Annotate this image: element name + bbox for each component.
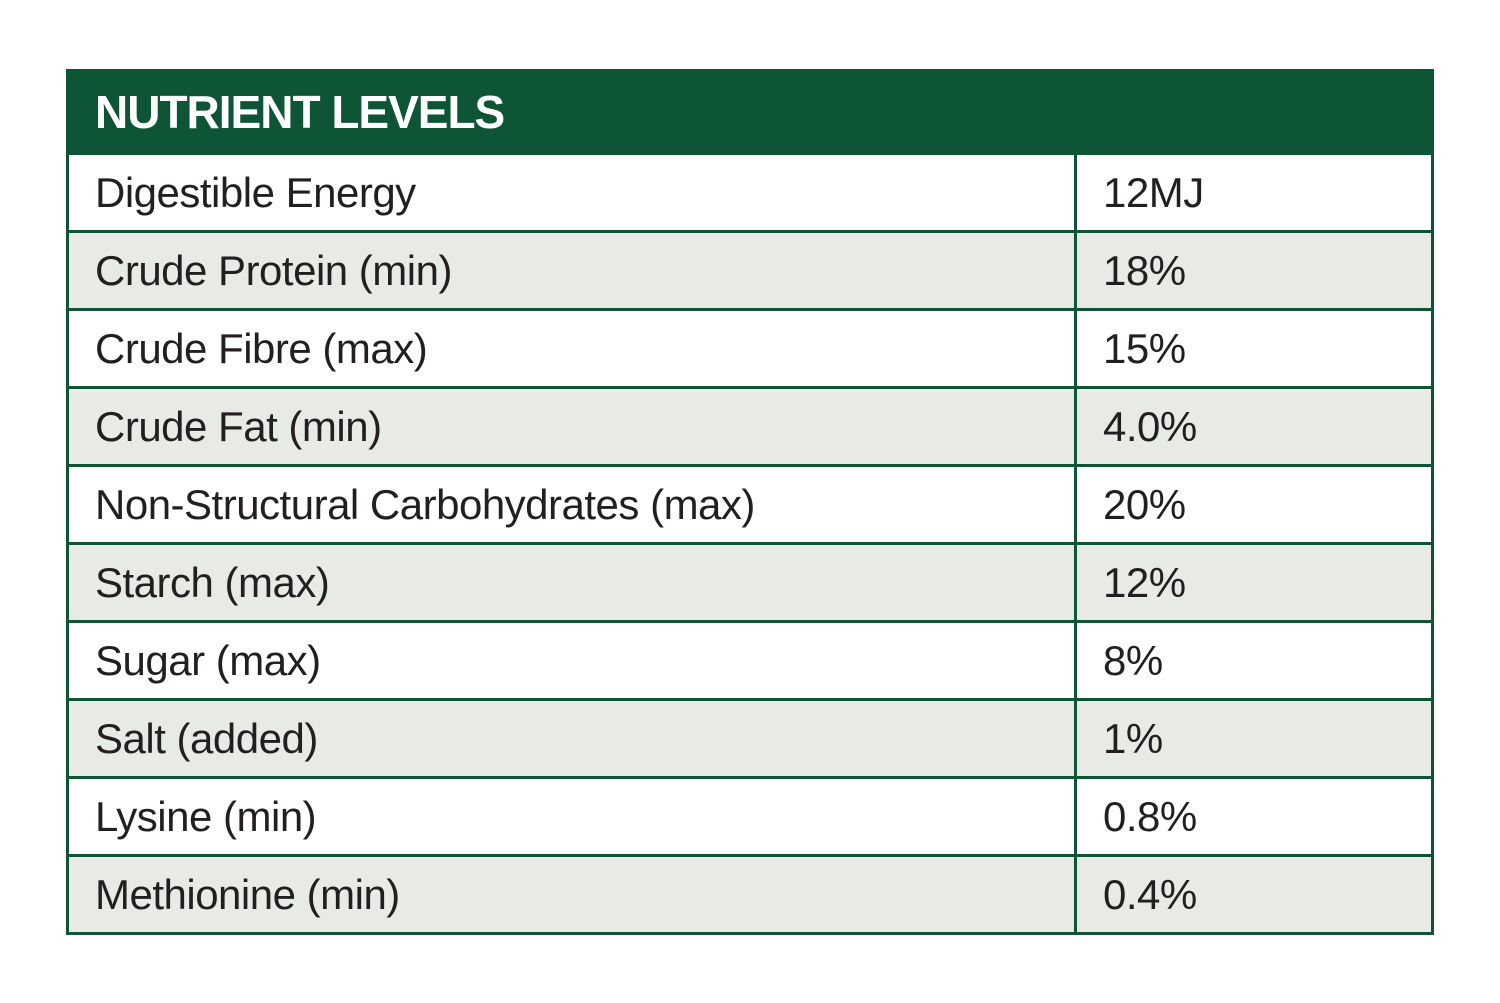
nutrient-value: 8%	[1103, 637, 1163, 684]
nutrient-value: 18%	[1103, 247, 1186, 294]
nutrient-value: 0.4%	[1103, 871, 1197, 918]
nutrient-name: Salt (added)	[69, 701, 1077, 776]
table-body: Digestible Energy 12MJ Crude Protein (min)…	[69, 152, 1431, 932]
nutrient-value: 12%	[1103, 559, 1186, 606]
nutrient-name: Methionine (min)	[69, 857, 1077, 932]
nutrient-name: Lysine (min)	[69, 779, 1077, 854]
nutrient-value: 12MJ	[1103, 169, 1204, 216]
table-title: NUTRIENT LEVELS	[69, 72, 1431, 152]
nutrient-name: Crude Fibre (max)	[69, 311, 1077, 386]
table-row: Salt (added) 1%	[69, 698, 1431, 776]
table-row: Non-Structural Carbohydrates (max) 20%	[69, 464, 1431, 542]
nutrient-value: 15%	[1103, 325, 1186, 372]
nutrient-value: 4.0%	[1103, 403, 1197, 450]
nutrient-name: Crude Fat (min)	[69, 389, 1077, 464]
table-row: Crude Fat (min) 4.0%	[69, 386, 1431, 464]
nutrient-table: NUTRIENT LEVELS Digestible Energy 12MJ Cru…	[66, 69, 1434, 935]
nutrient-name: Sugar (max)	[69, 623, 1077, 698]
nutrient-name: Non-Structural Carbohydrates (max)	[69, 467, 1077, 542]
nutrient-name: Digestible Energy	[69, 155, 1077, 230]
table-row: Sugar (max) 8%	[69, 620, 1431, 698]
nutrient-value: 1%	[1103, 715, 1163, 762]
table-row: Lysine (min) 0.8%	[69, 776, 1431, 854]
table-row: Crude Fibre (max) 15%	[69, 308, 1431, 386]
nutrient-name: Crude Protein (min)	[69, 233, 1077, 308]
table-row: Crude Protein (min) 18%	[69, 230, 1431, 308]
nutrient-value: 20%	[1103, 481, 1186, 528]
table-row: Digestible Energy 12MJ	[69, 152, 1431, 230]
nutrient-value: 0.8%	[1103, 793, 1197, 840]
nutrient-name: Starch (max)	[69, 545, 1077, 620]
table-row: Starch (max) 12%	[69, 542, 1431, 620]
table-row: Methionine (min) 0.4%	[69, 854, 1431, 932]
